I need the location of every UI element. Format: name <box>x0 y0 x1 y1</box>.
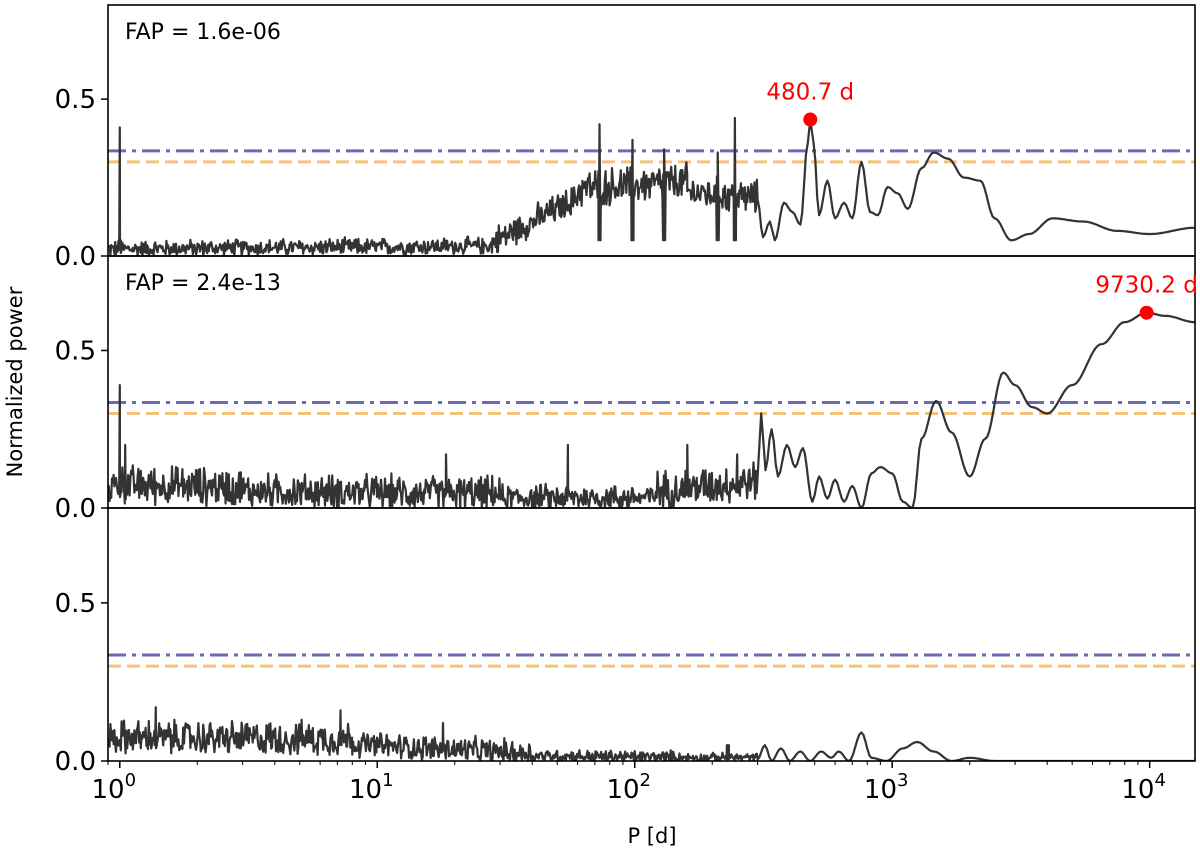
fap-annotation: FAP = 2.4e-13 <box>125 271 281 296</box>
x-axis-label: P [d] <box>627 824 676 848</box>
y-axis-label: Normalized power <box>3 286 27 477</box>
y-tick-label: 0.0 <box>55 494 96 524</box>
panel-2: 0.0 0.5 FAP = 2.4e-13 9730.2 d <box>55 255 1198 524</box>
panel-frame <box>107 507 1196 762</box>
panels-layer: 0.0 0.5 FAP = 1.6e-06 480.7 d 0.0 0.5 FAP = 2.… <box>55 4 1198 777</box>
y-tick-label: 0.0 <box>55 242 96 272</box>
y-tick-label: 0.5 <box>55 85 96 115</box>
x-axis: 100 101 102 103 104 <box>92 770 1166 805</box>
y-tick-label: 0.0 <box>55 747 96 777</box>
periodogram-line <box>108 116 1195 256</box>
peak-marker <box>803 112 818 127</box>
panel-1: 0.0 0.5 FAP = 1.6e-06 480.7 d <box>55 4 1196 272</box>
x-tick-label: 104 <box>1121 770 1166 805</box>
fap-annotation: FAP = 1.6e-06 <box>125 20 281 45</box>
panel-3: 0.0 0.5 <box>55 507 1196 777</box>
x-tick-label: 100 <box>92 770 137 805</box>
x-tick-label: 103 <box>864 770 909 805</box>
peak-label: 480.7 d <box>766 80 854 106</box>
x-tick-label: 102 <box>606 770 651 805</box>
peak-label: 9730.2 d <box>1095 273 1197 299</box>
y-tick-label: 0.5 <box>55 589 96 619</box>
periodogram-line <box>108 311 1195 508</box>
y-tick-label: 0.5 <box>55 337 96 367</box>
x-tick-label: 101 <box>349 770 394 805</box>
peak-marker <box>1139 305 1154 320</box>
periodogram-line <box>108 706 1195 761</box>
